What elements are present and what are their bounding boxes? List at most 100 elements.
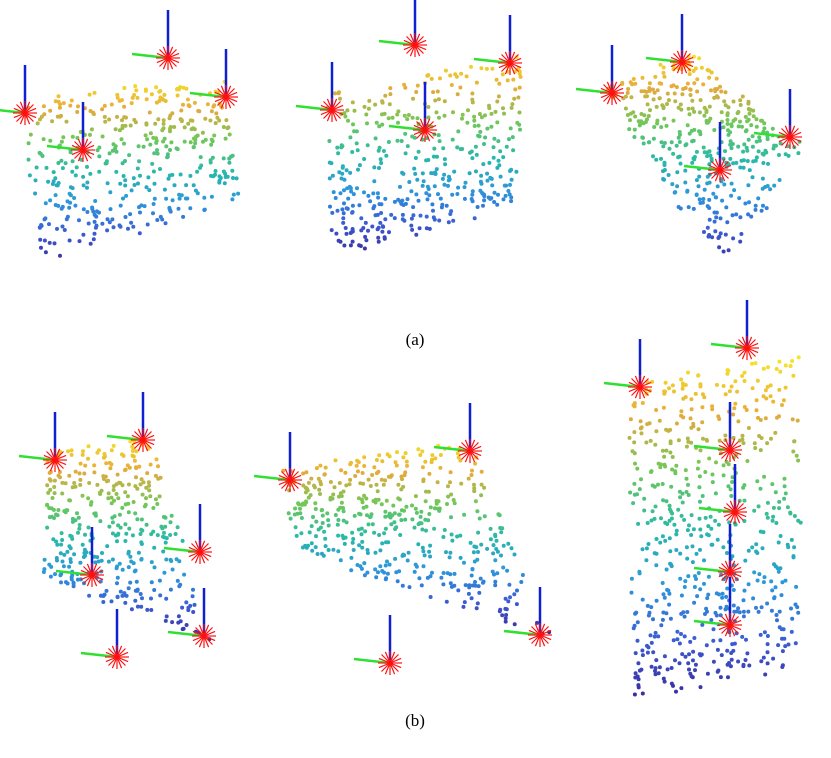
point (745, 148, 750, 153)
point (478, 129, 483, 134)
point (729, 494, 734, 498)
point (661, 610, 666, 615)
point (768, 187, 773, 192)
point (83, 532, 87, 537)
point (753, 158, 758, 163)
point (403, 85, 408, 90)
point (68, 103, 73, 108)
point (519, 580, 524, 584)
point (718, 605, 723, 610)
point (417, 226, 422, 231)
point (623, 106, 628, 111)
point (330, 173, 335, 178)
point (683, 180, 688, 185)
point (693, 391, 698, 396)
point (792, 514, 797, 518)
point (441, 535, 446, 539)
point (127, 153, 132, 158)
point (645, 603, 650, 608)
keypoint-star (116, 648, 126, 658)
keypoint-star (469, 445, 482, 452)
point (336, 549, 341, 554)
point (702, 581, 706, 586)
keypoint-star (746, 347, 753, 360)
keypoint-star (781, 136, 791, 146)
point (782, 484, 787, 489)
point (98, 490, 102, 495)
point (633, 675, 638, 680)
point (669, 140, 674, 145)
point (163, 618, 168, 623)
point (656, 634, 661, 639)
point (110, 557, 115, 562)
point (41, 104, 46, 109)
point (482, 142, 486, 146)
point (495, 571, 500, 576)
point (184, 623, 189, 627)
keypoint-star (105, 656, 118, 663)
point (647, 86, 652, 91)
point (120, 126, 125, 131)
keypoint-star (681, 61, 688, 74)
point (672, 190, 677, 195)
point (707, 180, 712, 185)
keypoint-star (24, 104, 34, 114)
point (138, 532, 143, 536)
point (102, 452, 107, 456)
point (411, 96, 415, 101)
point (373, 550, 378, 555)
point (128, 123, 133, 128)
point (108, 466, 113, 471)
point (129, 101, 134, 106)
point (450, 192, 455, 197)
point (395, 579, 400, 584)
point (234, 176, 239, 181)
point (442, 528, 447, 532)
point (381, 149, 386, 153)
point (793, 602, 798, 607)
point (168, 587, 173, 592)
point (110, 217, 115, 222)
point (698, 685, 703, 690)
point (138, 482, 143, 487)
point (293, 506, 298, 511)
point (707, 456, 712, 461)
point (103, 119, 108, 124)
point (476, 584, 481, 589)
point (477, 516, 482, 521)
point (398, 184, 402, 189)
point (155, 533, 160, 538)
point (365, 513, 369, 518)
point (344, 231, 349, 236)
point (501, 565, 506, 570)
point (162, 570, 167, 575)
point (446, 494, 451, 499)
point (175, 93, 180, 98)
point (776, 540, 781, 545)
keypoint-star (281, 479, 291, 489)
point (97, 169, 102, 174)
point (195, 169, 200, 174)
point (696, 184, 701, 189)
point (695, 77, 700, 82)
point (760, 546, 765, 551)
point (700, 420, 705, 425)
keypoint-star (409, 33, 416, 46)
point (109, 448, 114, 453)
point (667, 386, 671, 391)
point (223, 136, 228, 141)
point (689, 533, 694, 537)
point (306, 480, 311, 485)
keypoint-star (639, 386, 652, 393)
point (221, 125, 226, 129)
point (294, 533, 299, 538)
point (118, 203, 123, 208)
point (439, 575, 444, 580)
point (753, 446, 758, 450)
point (135, 486, 140, 491)
point (326, 518, 331, 523)
point (771, 656, 776, 661)
point (489, 124, 494, 129)
point (663, 380, 668, 385)
point (78, 477, 83, 482)
